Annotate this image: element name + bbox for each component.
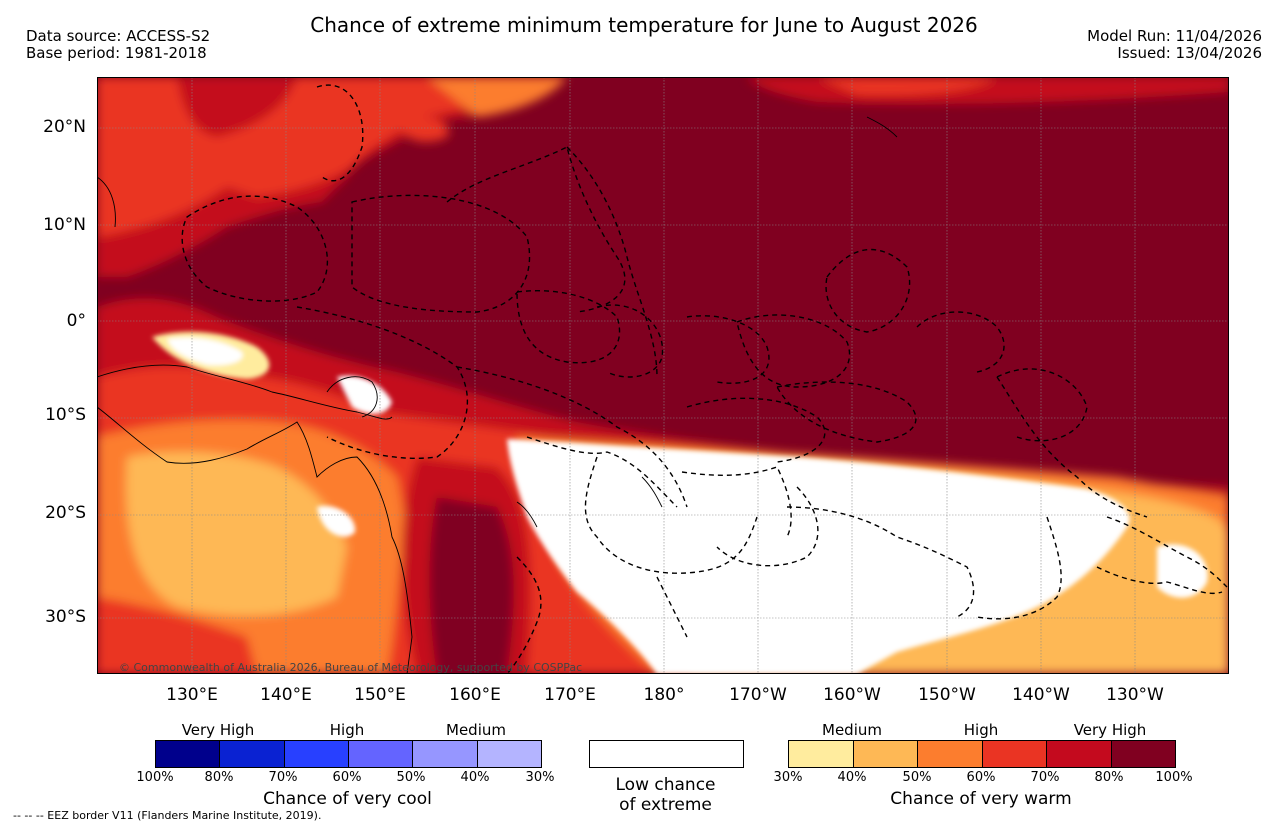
cool-category-medium: Medium (446, 721, 506, 739)
warm-swatch (981, 741, 1046, 767)
warm-tick: 60% (966, 770, 996, 785)
lat-label-20n: 20°N (43, 117, 86, 137)
lon-label-160w: 160°W (823, 685, 881, 705)
cool-tick: 70% (268, 770, 298, 785)
temperature-probability-map: © Commonwealth of Australia 2026, Bureau… (97, 77, 1229, 674)
base-period-label: Base period: 1981-2018 (26, 44, 207, 62)
lon-label-150w: 150°W (918, 685, 976, 705)
data-source-label: Data source: ACCESS-S2 (26, 27, 211, 45)
lat-label-10n: 10°N (43, 215, 86, 235)
lon-label-140e: 140°E (260, 685, 312, 705)
map-frame (97, 77, 1229, 674)
cool-swatch (283, 741, 348, 767)
lon-label-130w: 130°W (1106, 685, 1164, 705)
lon-label-170w: 170°W (729, 685, 787, 705)
cool-swatch (156, 741, 220, 767)
cool-category-high: High (329, 721, 365, 739)
warm-tick: 100% (1155, 770, 1193, 785)
lat-label-10s: 10°S (45, 405, 86, 425)
low-chance-region (152, 331, 1208, 674)
lon-label-150e: 150°E (354, 685, 406, 705)
low-chance-label-line1: Low chance (615, 775, 716, 795)
lat-label-0: 0° (66, 311, 86, 331)
cool-tick: 30% (525, 770, 555, 785)
eez-border-note: -- -- -- EEZ border V11 (Flanders Marine… (13, 809, 322, 822)
low-chance-swatch (589, 740, 744, 768)
northern-band (97, 77, 1229, 277)
warm-swatch (1046, 741, 1111, 767)
low-chance-label-line2: of extreme (619, 795, 712, 815)
lon-label-170e: 170°E (544, 685, 596, 705)
cool-colorbar (155, 740, 542, 768)
cool-swatch (219, 741, 284, 767)
cool-tick: 40% (460, 770, 490, 785)
model-run-label: Model Run: 11/04/2026 (1087, 27, 1262, 45)
cool-swatch (412, 741, 477, 767)
cool-category-very-high: Very High (181, 721, 255, 739)
cool-swatch (347, 741, 413, 767)
cool-legend-title: Chance of very cool (263, 789, 432, 809)
warm-swatch (1110, 741, 1175, 767)
warm-tick: 50% (902, 770, 932, 785)
warm-swatch (852, 741, 917, 767)
warm-swatch (917, 741, 982, 767)
warm-colorbar (788, 740, 1176, 768)
coastlines (97, 116, 898, 674)
warm-category-very-high: Very High (1073, 721, 1147, 739)
lon-label-180: 180° (643, 685, 685, 705)
lon-label-140w: 140°W (1012, 685, 1070, 705)
cool-swatch (476, 741, 541, 767)
issued-label: Issued: 13/04/2026 (1117, 44, 1262, 62)
cool-tick: 100% (136, 770, 174, 785)
graticule (97, 77, 1229, 674)
warm-tick: 30% (773, 770, 803, 785)
warm-tick: 40% (837, 770, 867, 785)
lat-label-30s: 30°S (45, 607, 86, 627)
lon-label-160e: 160°E (449, 685, 501, 705)
warm-legend-title: Chance of very warm (890, 789, 1072, 809)
cool-tick: 50% (396, 770, 426, 785)
lat-label-20s: 20°S (45, 503, 86, 523)
eez-borders (181, 84, 1228, 674)
cool-tick: 60% (332, 770, 362, 785)
warm-category-high: High (963, 721, 999, 739)
warm-category-medium: Medium (822, 721, 882, 739)
warm-tick: 80% (1094, 770, 1124, 785)
warm-swatch (789, 741, 853, 767)
map-copyright: © Commonwealth of Australia 2026, Bureau… (119, 661, 582, 674)
cool-tick: 80% (204, 770, 234, 785)
warm-tick: 70% (1030, 770, 1060, 785)
map-title: Chance of extreme minimum temperature fo… (310, 13, 978, 37)
lon-label-130e: 130°E (166, 685, 218, 705)
